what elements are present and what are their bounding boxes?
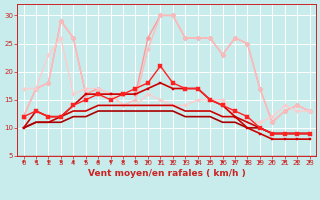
X-axis label: Vent moyen/en rafales ( km/h ): Vent moyen/en rafales ( km/h ) [88,169,245,178]
